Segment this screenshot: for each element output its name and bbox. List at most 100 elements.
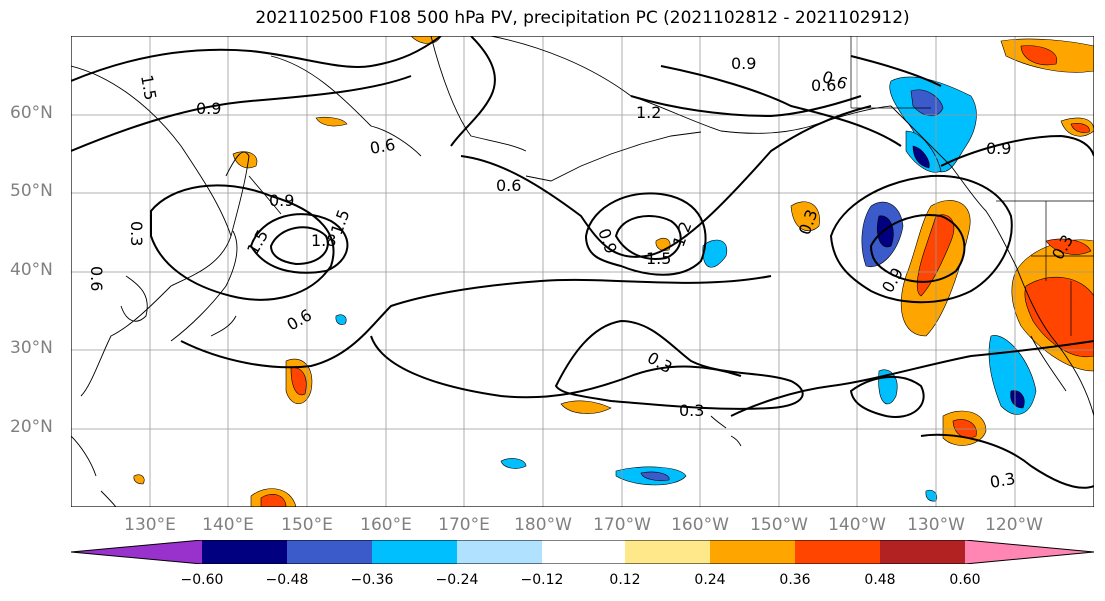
lon-label-160e: 160°E: [360, 515, 412, 535]
contour-0.3-central: [370, 335, 742, 399]
cb-seg: [287, 540, 372, 564]
cb-seg: [795, 540, 880, 564]
lon-label-150w: 150°W: [750, 515, 808, 535]
cb-tick: −0.24: [435, 572, 479, 588]
contour-label: 1.5: [137, 73, 160, 101]
shade-south-navy: [640, 471, 670, 481]
cb-seg: [710, 540, 795, 564]
contour-label: 1.5: [646, 249, 671, 268]
contour-0.9-east: [660, 65, 902, 147]
lon-label-150e: 150°E: [281, 515, 333, 535]
lon-label-170e: 170°E: [438, 515, 490, 535]
contour-central-core: [614, 215, 682, 260]
shade-canada-red: [1070, 123, 1090, 133]
contour-label: 0.6: [811, 76, 836, 95]
contour-west-ring-inner: [249, 213, 349, 274]
contour-1.5-top: [450, 36, 496, 147]
cb-tick: 0.60: [949, 572, 981, 588]
contour-east-ring: [829, 174, 1013, 304]
graticule: [71, 36, 1094, 507]
lon-label-140w: 140°W: [828, 515, 886, 535]
coast-philippines: [71, 435, 117, 507]
coast-kurils: [248, 175, 282, 215]
cb-tick: 0.24: [694, 572, 726, 588]
contour-east-loop: [850, 55, 942, 87]
contour-label: 1.2: [636, 103, 661, 122]
lon-label-140e: 140°E: [202, 515, 254, 535]
lat-label-50n: 50°N: [10, 181, 53, 201]
coast-bering: [430, 36, 527, 152]
lon-label-170w: 170°W: [593, 515, 651, 535]
lon-label-130e: 130°E: [124, 515, 176, 535]
cb-seg: [457, 540, 542, 564]
contour-labels: 1.5 0.9 1.2 0.9 0.6 0.6 0.9 0.6 0.3 0.9 …: [87, 54, 1077, 492]
contour-west-ring-core: [269, 226, 329, 266]
shade-westcoast-red: [1024, 276, 1094, 358]
contour-label: 0.9: [986, 139, 1011, 158]
shade-mexico-navy: [1010, 390, 1025, 409]
lat-label-30n: 30°N: [10, 338, 53, 358]
pv-contours: [71, 36, 1094, 489]
coast-japan: [170, 230, 238, 342]
contour-label: 0.9: [731, 54, 756, 73]
shade-tiny-orange-aleut: [315, 116, 348, 127]
lon-label-120w: 120°W: [985, 515, 1043, 535]
contour-label: 0.9: [269, 191, 294, 210]
cb-seg: [542, 540, 625, 564]
map-title: 2021102500 F108 500 hPa PV, precipitatio…: [255, 8, 910, 28]
lon-label-180w: 180°W: [514, 515, 572, 535]
contour-label: 0.6: [87, 266, 106, 291]
contour-central-ring: [584, 192, 707, 276]
cb-seg: [880, 540, 965, 564]
cb-tick: −0.36: [350, 572, 394, 588]
contour-high-lat: [71, 36, 442, 82]
coast-siberia: [270, 55, 422, 157]
shade-alaska-navy: [910, 89, 944, 117]
contour-0.3-loop: [554, 319, 804, 410]
contour-label: 0.9: [196, 99, 221, 118]
coast-aleutians: [525, 131, 702, 182]
contour-se-loop: [849, 375, 925, 418]
precipitation-shading: [133, 36, 1094, 507]
shade-alaska-red: [1020, 45, 1058, 66]
colorbar-segments: [71, 540, 1094, 564]
shade-small-orange-tr: [133, 474, 145, 485]
cb-tick: 0.12: [609, 572, 641, 588]
shade-central-blue: [702, 239, 728, 268]
shade-bc-navy: [912, 145, 930, 169]
lon-label-160w: 160°W: [671, 515, 729, 535]
cb-tick: 0.36: [779, 572, 811, 588]
contour-label: 0.3: [679, 401, 704, 420]
contour-east-ring-inner: [869, 214, 966, 283]
shade-westcoast-top: [1045, 238, 1092, 255]
cb-tick: −0.12: [520, 572, 564, 588]
contour-label: 1.8: [311, 231, 336, 250]
coast-hawaii: [710, 415, 742, 447]
shade-mexico-blue: [988, 335, 1037, 415]
coast-kamchatka: [225, 151, 250, 237]
cb-tick: −0.60: [180, 572, 224, 588]
lat-label-40n: 40°N: [10, 260, 53, 280]
cb-seg: [625, 540, 710, 564]
cb-seg: [202, 540, 287, 564]
contour-0.9-north: [71, 75, 412, 152]
shade-japan-red: [290, 367, 307, 396]
coast-baja: [1030, 335, 1067, 392]
lat-label-60n: 60°N: [10, 103, 53, 123]
cb-tick: −0.48: [265, 572, 309, 588]
cb-seg: [372, 540, 457, 564]
contour-label: 0.6: [368, 135, 396, 158]
contour-0.6-south: [180, 275, 772, 369]
contour-0.6-mid: [460, 105, 872, 258]
colorbar: [71, 540, 1094, 564]
shade-offshore-red: [916, 214, 955, 297]
shade-small-blue-35n: [335, 314, 347, 325]
contour-1.2-north: [630, 95, 862, 118]
shade-central-orange: [655, 237, 671, 251]
cb-extend-high: [965, 540, 1094, 564]
cb-extend-low: [71, 540, 202, 564]
map-panel: 1.5 0.9 1.2 0.9 0.6 0.6 0.9 0.6 0.3 0.9 …: [71, 36, 1094, 507]
shade-bc-blue: [905, 130, 942, 173]
lon-label-130w: 130°W: [907, 515, 965, 535]
contour-label: 0.6: [496, 176, 521, 195]
